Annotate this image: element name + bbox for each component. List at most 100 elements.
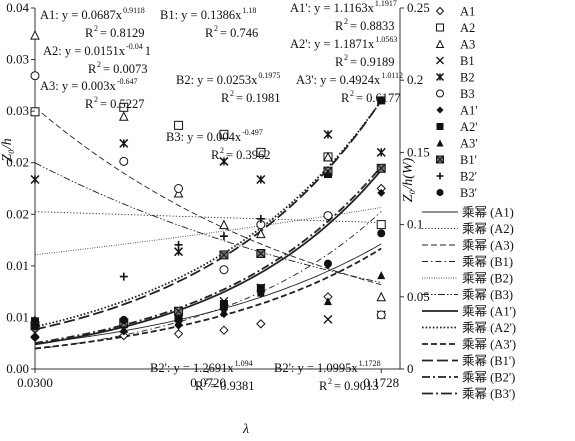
data-point-a2 (376, 220, 386, 230)
equation-a3: A3: y = 0.003x -0.647 R 2 = 0.5227 (40, 77, 145, 111)
point-shape (323, 170, 332, 179)
point-shape (323, 129, 333, 139)
r-squared-value: = 0.5227 (100, 97, 145, 111)
fit-curves (34, 99, 382, 350)
legend-marker-item: A3 (435, 38, 475, 52)
legend-line-item: 乘幂 (B1') (422, 354, 515, 368)
data-point-a2 (30, 107, 40, 117)
data-point-a1p (31, 333, 39, 342)
legend-marker-item: B3 (436, 87, 475, 101)
point-shape (436, 106, 444, 114)
point-shape (436, 172, 444, 180)
data-point-a3 (256, 228, 266, 239)
y-left-tick-label: 0.03 (6, 103, 29, 118)
point-shape (435, 6, 445, 16)
r-squared-value: = 0.9381 (210, 379, 255, 393)
equation-r-squared: R (335, 55, 344, 69)
data-point-a3 (376, 291, 387, 302)
y-left-tick-label: 0.03 (6, 52, 29, 67)
fit-curve-a1p (34, 169, 382, 346)
data-point-b3 (323, 211, 333, 221)
data-point-b2 (119, 138, 129, 148)
y-left-tick-label: 0.02 (6, 206, 29, 221)
equation-text: B3: y = 0.004x (166, 130, 242, 144)
legend-symbol (436, 56, 444, 65)
y-left-tick-label: 0.01 (6, 258, 29, 273)
equation-r-squared: R (85, 26, 94, 40)
point-shape (30, 71, 40, 81)
point-shape (30, 29, 40, 40)
fit-curve-b1 (34, 211, 382, 350)
data-point-a2 (219, 129, 229, 139)
point-shape (256, 228, 266, 239)
legend-label: B3 (460, 87, 475, 101)
r-squared-superscript: 2 (350, 89, 354, 98)
data-point-a3 (219, 219, 229, 230)
equation-exponent: -0.04 (126, 42, 143, 51)
equation-text: B2': y = 1.2691x (150, 361, 234, 375)
legend-symbol (436, 155, 444, 164)
r-squared-value: = 0.8129 (100, 26, 145, 40)
r-squared-superscript: 2 (94, 95, 98, 104)
point-shape-cross (376, 163, 386, 173)
equation-b3: B3: y = 0.004x -0.497 R 2 = 0.3962 (166, 128, 271, 162)
data-point-b3p (31, 321, 39, 330)
r-squared-value: = 0.1981 (236, 91, 281, 105)
data-point-b3p (219, 304, 228, 313)
legend-label: 乘幂 (A3) (462, 239, 514, 253)
equation-text: B2': y = 1.0995x (274, 361, 358, 375)
point-shape (323, 211, 333, 221)
data-point-b1p (256, 248, 266, 258)
point-shape (256, 147, 266, 157)
r-squared-value: = 0.6177 (356, 91, 401, 105)
point-shape (323, 259, 332, 268)
fit-curve-b1p (34, 99, 382, 331)
data-point-b3p (256, 287, 265, 296)
point-shape (435, 39, 445, 48)
legend-label: 乘幂 (B3) (462, 288, 513, 302)
point-shape (323, 151, 333, 162)
r-squared-superscript: 2 (97, 60, 101, 69)
legend-line-item: 乘幂 (B2') (422, 371, 515, 385)
legend-label: 乘幂 (A1') (462, 305, 516, 319)
point-shape (219, 304, 228, 313)
point-shape (219, 265, 229, 275)
data-point-a3 (173, 187, 184, 198)
point-shape (30, 328, 40, 338)
legend-label: B2' (460, 170, 477, 184)
r-squared-superscript: 2 (344, 53, 348, 62)
equation-a1: A1: y = 0.0687x 0.9118 R 2 = 0.8129 (40, 6, 145, 40)
legend-symbol (436, 123, 444, 130)
legend-label: 乘幂 (A3') (462, 338, 516, 352)
legend-label: A2' (460, 120, 478, 134)
x-tick-label: 0.0720 (190, 375, 226, 390)
data-point-b3 (30, 71, 40, 81)
legend-label: B1 (460, 54, 475, 68)
equation-exponent: 1.1728 (359, 359, 381, 368)
legend-marker-item: B2 (435, 71, 475, 85)
data-point-a3 (30, 29, 40, 40)
legend-label: B3' (460, 186, 477, 200)
y-right-axis-label: Z₀/h(W) (401, 157, 416, 202)
equation-r-squared: R (195, 379, 204, 393)
point-shape (436, 56, 444, 65)
y-left-tick-label: 0.04 (6, 0, 29, 15)
data-point-b2p (174, 240, 183, 249)
legend-label: 乘幂 (B2) (462, 272, 513, 286)
point-shape (30, 107, 40, 117)
legend-symbol (435, 72, 445, 82)
data-point-a3p (323, 297, 332, 306)
legend-marker-item: B1 (436, 54, 475, 68)
y-right-tick-label: 0 (407, 361, 414, 376)
fit-curve-a3p (34, 247, 382, 350)
data-point-b1p (376, 163, 386, 173)
data-point-a3 (323, 151, 333, 162)
point-shape-cross (256, 249, 266, 258)
equation-text: B1: y = 0.1386x (160, 8, 242, 22)
point-shape (435, 72, 445, 82)
legend-marker-item: A1 (435, 5, 475, 19)
equation-r-squared: R (341, 91, 350, 105)
r-squared-superscript: 2 (214, 24, 218, 33)
point-shape (219, 300, 228, 309)
legend-label: B2 (460, 71, 475, 85)
